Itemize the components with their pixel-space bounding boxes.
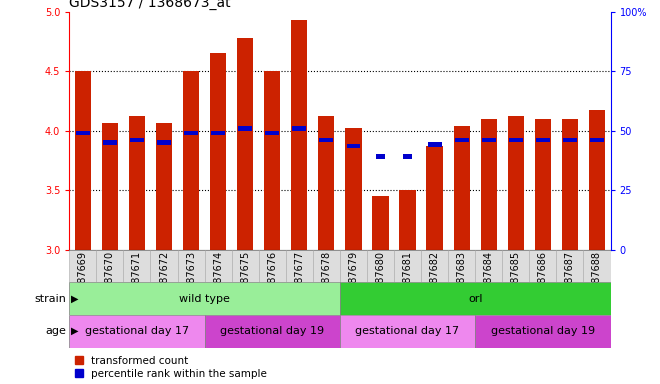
Bar [265, 131, 279, 135]
FancyBboxPatch shape [394, 250, 421, 282]
Text: GSM187680: GSM187680 [376, 251, 385, 310]
Bar [508, 116, 524, 250]
Bar [482, 138, 496, 142]
Text: GSM187671: GSM187671 [132, 251, 142, 310]
Text: GSM187686: GSM187686 [538, 251, 548, 310]
Bar [318, 116, 335, 250]
FancyBboxPatch shape [69, 282, 340, 315]
Bar [183, 71, 199, 250]
Text: GSM187682: GSM187682 [430, 251, 440, 310]
Bar [376, 154, 385, 159]
FancyBboxPatch shape [150, 250, 178, 282]
Bar [319, 138, 333, 142]
Bar [129, 116, 145, 250]
Bar [210, 53, 226, 250]
Text: gestational day 19: gestational day 19 [220, 326, 324, 336]
FancyBboxPatch shape [448, 250, 475, 282]
FancyBboxPatch shape [123, 250, 150, 282]
Text: ▶: ▶ [71, 293, 78, 304]
FancyBboxPatch shape [340, 315, 475, 348]
FancyBboxPatch shape [340, 250, 367, 282]
Text: orl: orl [468, 293, 482, 304]
Bar [426, 146, 443, 250]
FancyBboxPatch shape [313, 250, 340, 282]
Text: GDS3157 / 1368673_at: GDS3157 / 1368673_at [69, 0, 231, 10]
FancyBboxPatch shape [69, 315, 205, 348]
Text: GSM187679: GSM187679 [348, 251, 358, 310]
FancyBboxPatch shape [556, 250, 583, 282]
Text: GSM187683: GSM187683 [457, 251, 467, 310]
Text: gestational day 17: gestational day 17 [356, 326, 459, 336]
FancyBboxPatch shape [583, 250, 611, 282]
Bar [372, 196, 389, 250]
FancyBboxPatch shape [259, 250, 286, 282]
Text: GSM187688: GSM187688 [592, 251, 602, 310]
Bar [211, 131, 225, 135]
FancyBboxPatch shape [178, 250, 205, 282]
Bar [590, 138, 604, 142]
FancyBboxPatch shape [502, 250, 529, 282]
Bar [536, 138, 550, 142]
Text: GSM187678: GSM187678 [321, 251, 331, 310]
Bar [157, 140, 171, 145]
Bar [399, 190, 416, 250]
Bar [403, 154, 412, 159]
Text: GSM187669: GSM187669 [78, 251, 88, 310]
Text: age: age [45, 326, 66, 336]
Bar [76, 131, 90, 135]
FancyBboxPatch shape [475, 250, 502, 282]
FancyBboxPatch shape [232, 250, 259, 282]
Text: ▶: ▶ [71, 326, 78, 336]
Bar [509, 138, 523, 142]
Bar [156, 123, 172, 250]
Bar [103, 140, 117, 145]
FancyBboxPatch shape [529, 250, 556, 282]
Legend: transformed count, percentile rank within the sample: transformed count, percentile rank withi… [75, 356, 267, 379]
Bar [589, 110, 605, 250]
Bar [184, 131, 198, 135]
Text: gestational day 17: gestational day 17 [85, 326, 189, 336]
Bar [563, 138, 577, 142]
Bar [264, 71, 280, 250]
Bar [535, 119, 551, 250]
Text: GSM187684: GSM187684 [484, 251, 494, 310]
Bar [237, 38, 253, 250]
FancyBboxPatch shape [475, 315, 610, 348]
Text: GSM187670: GSM187670 [105, 251, 115, 310]
Bar [455, 138, 469, 142]
Text: GSM187687: GSM187687 [565, 251, 575, 310]
Text: strain: strain [34, 293, 66, 304]
Bar [130, 138, 144, 142]
Bar [453, 126, 470, 250]
Text: GSM187673: GSM187673 [186, 251, 196, 310]
FancyBboxPatch shape [421, 250, 448, 282]
Bar [75, 71, 91, 250]
Bar [291, 20, 308, 250]
Text: wild type: wild type [179, 293, 230, 304]
FancyBboxPatch shape [286, 250, 313, 282]
Bar [238, 126, 252, 131]
Text: GSM187674: GSM187674 [213, 251, 223, 310]
Bar [346, 144, 360, 149]
Text: GSM187681: GSM187681 [403, 251, 412, 310]
FancyBboxPatch shape [367, 250, 394, 282]
Text: gestational day 19: gestational day 19 [491, 326, 595, 336]
Bar [345, 128, 362, 250]
Text: GSM187685: GSM187685 [511, 251, 521, 310]
FancyBboxPatch shape [340, 282, 610, 315]
FancyBboxPatch shape [96, 250, 123, 282]
Text: GSM187672: GSM187672 [159, 251, 169, 311]
Bar [292, 126, 306, 131]
Bar [480, 119, 497, 250]
Bar [428, 142, 442, 147]
Bar [562, 119, 578, 250]
FancyBboxPatch shape [205, 250, 232, 282]
Bar [102, 123, 118, 250]
FancyBboxPatch shape [205, 315, 340, 348]
Text: GSM187677: GSM187677 [294, 251, 304, 311]
FancyBboxPatch shape [69, 250, 96, 282]
Text: GSM187675: GSM187675 [240, 251, 250, 311]
Text: GSM187676: GSM187676 [267, 251, 277, 310]
